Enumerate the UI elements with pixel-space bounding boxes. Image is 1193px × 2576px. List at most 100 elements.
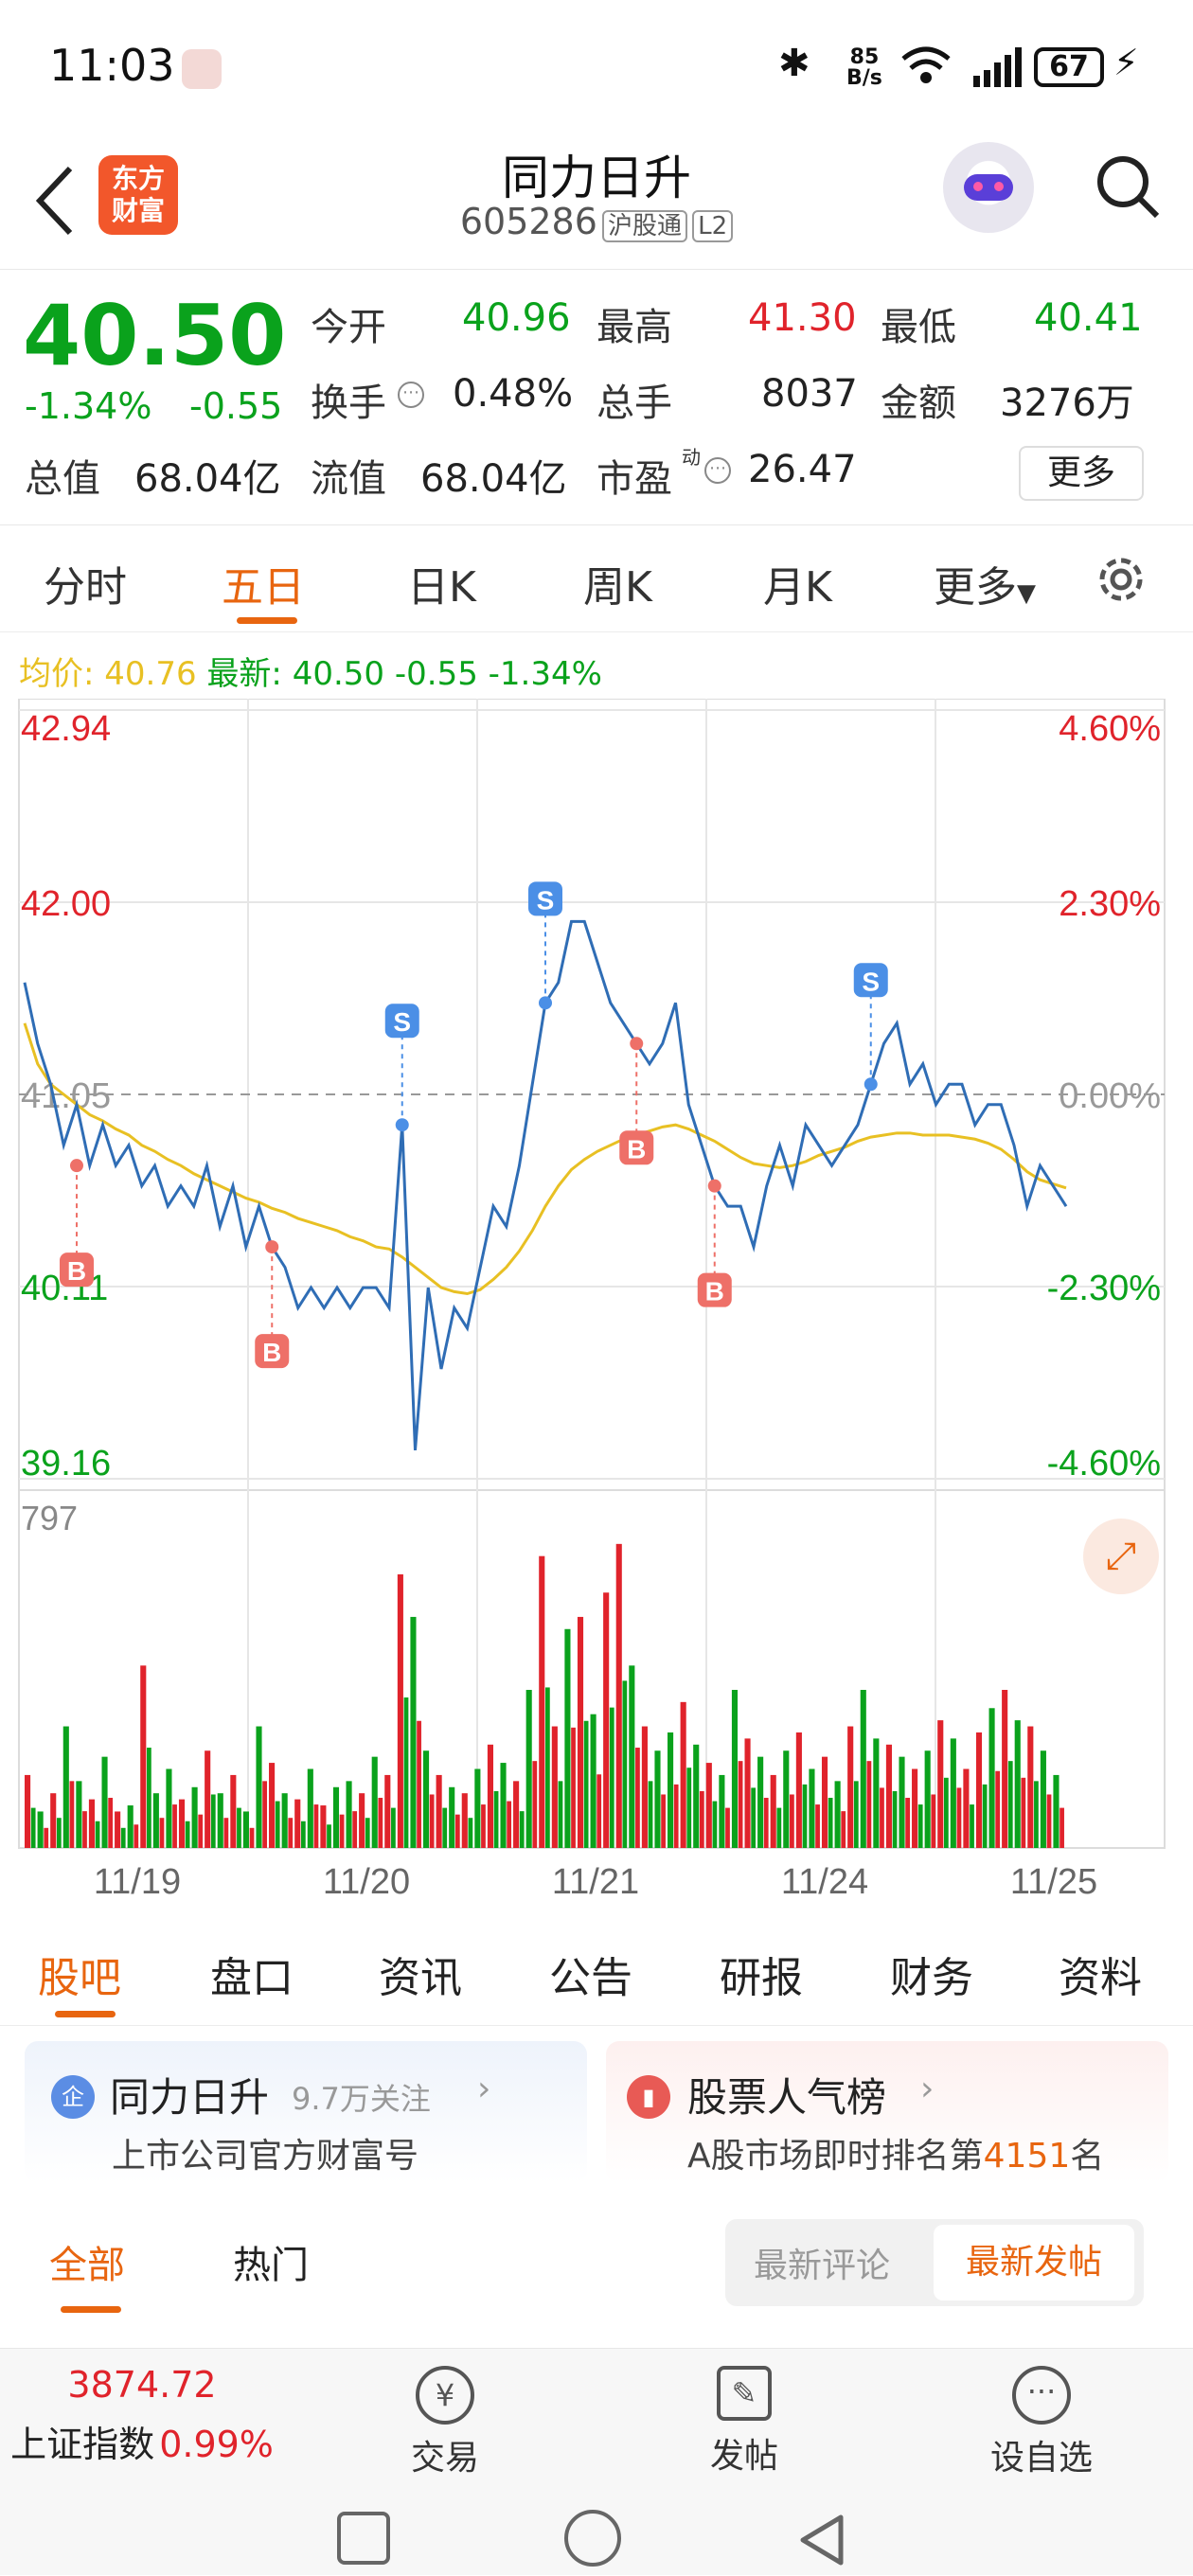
official-account-card[interactable]: 企 同力日升 9.7万关注 › 上市公司官方财富号 [25, 2041, 587, 2183]
recent-apps-icon[interactable] [337, 2512, 390, 2565]
volume-bar [237, 1807, 241, 1848]
change-pct: -1.34% [25, 385, 152, 427]
tab-monthly-k[interactable]: 月K [763, 563, 832, 612]
low-value: 40.41 [1034, 296, 1143, 340]
volume-bar [481, 1804, 486, 1848]
volume-bar [905, 1798, 910, 1848]
trade-button[interactable]: ¥ 交易 [379, 2366, 511, 2479]
quote-panel: 40.50 -1.34% -0.55 总值 68.04亿 今开 40.96 最高… [0, 270, 1193, 525]
settings-gear-icon[interactable] [1093, 551, 1149, 608]
volume-bar [917, 1804, 923, 1848]
volume-bar [970, 1804, 974, 1848]
bluetooth-icon: ✱ [778, 42, 810, 85]
index-widget[interactable]: 3874.72 上证指数 0.99% [0, 2364, 284, 2467]
volume-bar [847, 1726, 854, 1848]
tab-more[interactable]: 更多▼ [934, 553, 1036, 613]
tab-hot-posts[interactable]: 热门 [233, 2244, 309, 2287]
pe-info-icon[interactable]: ⋯ [704, 457, 731, 484]
volume-bar [159, 1818, 165, 1848]
popularity-rank: A股市场即时排名第4151名 [687, 2128, 1104, 2177]
volume-bar [461, 1793, 468, 1848]
sort-latest-comment[interactable]: 最新评论 [754, 2247, 891, 2285]
volume-bar [1046, 1794, 1052, 1848]
five-day-chart[interactable]: 均价: 40.76 最新: 40.50 -0.55 -1.34% 42.94 4.… [0, 632, 1193, 1901]
robot-assistant-icon[interactable] [943, 142, 1034, 233]
tab-news[interactable]: 资讯 [379, 1954, 462, 2002]
buy-marker-label: B [705, 1277, 724, 1306]
tab-intraday[interactable]: 分时 [44, 563, 127, 612]
trade-marker-badge [384, 1004, 419, 1039]
tab-guba[interactable]: 股吧 [38, 1954, 121, 2002]
signal-icon [973, 47, 1022, 87]
tab-pankou[interactable]: 盘口 [210, 1954, 294, 2002]
volume-bar [943, 1777, 949, 1848]
volume-bar [763, 1798, 769, 1848]
latest-value: 40.50 -0.55 -1.34% [292, 655, 602, 693]
volume-bar [474, 1768, 481, 1848]
volume-bar [641, 1726, 648, 1848]
volume-bar [860, 1690, 866, 1848]
tab-finance[interactable]: 财务 [890, 1954, 973, 2002]
volume-value: 8037 [761, 372, 858, 416]
volume-bar [725, 1807, 730, 1848]
volume-bar [751, 1787, 757, 1848]
volume-bar [82, 1811, 87, 1848]
volume-bar [988, 1708, 995, 1848]
back-nav-icon[interactable] [793, 2512, 850, 2568]
trade-marker-badge [255, 1334, 290, 1369]
tab-daily-k[interactable]: 日K [407, 563, 476, 612]
sort-latest-post[interactable]: 最新发帖 [934, 2225, 1134, 2301]
volume-bar [705, 1763, 712, 1848]
volume-bar [564, 1628, 571, 1848]
system-nav-bar [0, 2500, 1193, 2576]
volume-bar [417, 1720, 421, 1848]
volume-bar [790, 1794, 794, 1848]
volume-bar [371, 1756, 378, 1848]
volume-bar [629, 1665, 635, 1848]
logo-line1: 东方 [111, 163, 165, 194]
x-axis-date-label: 11/19 [94, 1862, 181, 1901]
rank-prefix: A股市场即时排名第 [687, 2137, 984, 2176]
volume-bar [166, 1768, 172, 1848]
volume-bar [493, 1790, 499, 1848]
tab-research[interactable]: 研报 [720, 1954, 803, 2002]
volume-bar [975, 1732, 983, 1848]
volume-bar [422, 1750, 430, 1848]
more-quote-button[interactable]: 更多 [1019, 446, 1144, 501]
volume-bar [802, 1784, 808, 1848]
sell-marker-label: S [862, 967, 880, 996]
volume-bar [384, 1774, 391, 1848]
search-icon[interactable] [1095, 153, 1163, 222]
post-button[interactable]: ✎ 发帖 [678, 2366, 810, 2478]
home-icon[interactable] [564, 2510, 621, 2567]
tab-five-day[interactable]: 五日 [222, 563, 305, 612]
tab-all-posts[interactable]: 全部 [49, 2244, 125, 2287]
popularity-card[interactable]: ▮ 股票人气榜 › A股市场即时排名第4151名 [606, 2041, 1168, 2183]
volume-bar [738, 1761, 743, 1848]
volume-bar [332, 1786, 340, 1848]
y-axis-right-label: 2.30% [1059, 884, 1161, 924]
expand-chart-icon[interactable]: ⤢ [1083, 1519, 1159, 1594]
volume-bar [609, 1707, 614, 1848]
volume-bar [809, 1768, 815, 1848]
chevron-right-icon: › [477, 2070, 491, 2108]
volume-bar [76, 1781, 82, 1848]
volume-bar [1007, 1761, 1013, 1848]
volume-bar [487, 1744, 493, 1848]
eastmoney-logo[interactable]: 东方 财富 [98, 155, 178, 235]
back-icon[interactable] [34, 165, 76, 237]
tab-profile[interactable]: 资料 [1059, 1954, 1142, 2002]
tab-announcements[interactable]: 公告 [549, 1954, 632, 2002]
volume-bar [275, 1801, 280, 1848]
chart-frame [18, 699, 1166, 1849]
pe-label: 市盈 [596, 457, 672, 501]
volume-bar [982, 1784, 988, 1848]
tab-weekly-k[interactable]: 周K [583, 563, 652, 612]
volume-bar [532, 1761, 538, 1848]
turnover-info-icon[interactable]: ⋯ [398, 382, 424, 408]
volume-bar [507, 1801, 512, 1848]
volume-bar [995, 1770, 1001, 1848]
add-watchlist-button[interactable]: ··· 设自选 [975, 2366, 1108, 2479]
x-axis-date-label: 11/25 [1010, 1862, 1097, 1901]
volume-bar [120, 1827, 126, 1848]
